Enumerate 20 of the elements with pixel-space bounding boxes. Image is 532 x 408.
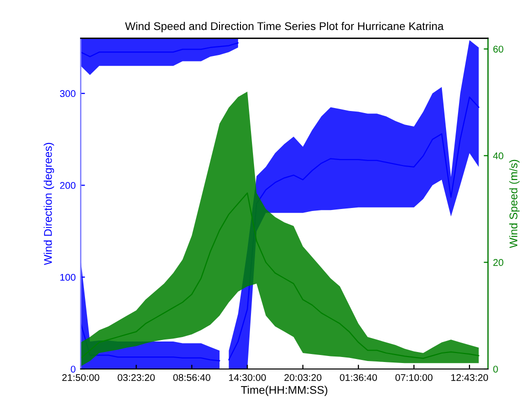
x-tick-label: 20:03:20	[284, 374, 322, 381]
y2-tick-label: 60	[493, 46, 504, 53]
y-tick-label: 300	[60, 90, 76, 98]
x-tick-label: 12:43:20	[451, 374, 488, 381]
x-tick-label: 01:36:40	[340, 374, 377, 381]
x-axis-title: Time(HH:MM:SS)	[240, 386, 328, 396]
x-tick-label: 21:50:00	[62, 374, 100, 381]
y-tick-label: 100	[60, 274, 76, 281]
y2-tick-label: 0	[493, 366, 498, 373]
y2-axis-title: Wind Speed (m/s)	[509, 160, 520, 248]
y2-tick-label: 40	[493, 152, 504, 160]
x-tick-label: 07:10:00	[395, 374, 432, 381]
y-tick-label: 200	[60, 182, 76, 189]
x-tick-label: 08:56:40	[173, 374, 210, 381]
x-tick-label: 03:23:20	[118, 374, 155, 381]
chart-title: Wind Speed and Direction Time Series Plot for Hurricane Katrina	[125, 22, 444, 32]
x-tick-label: 14:30:00	[229, 374, 266, 381]
y-axis-title: Wind Direction (degrees)	[44, 142, 54, 266]
y2-tick-label: 20	[493, 259, 504, 266]
y-tick-label: 0	[70, 366, 76, 373]
